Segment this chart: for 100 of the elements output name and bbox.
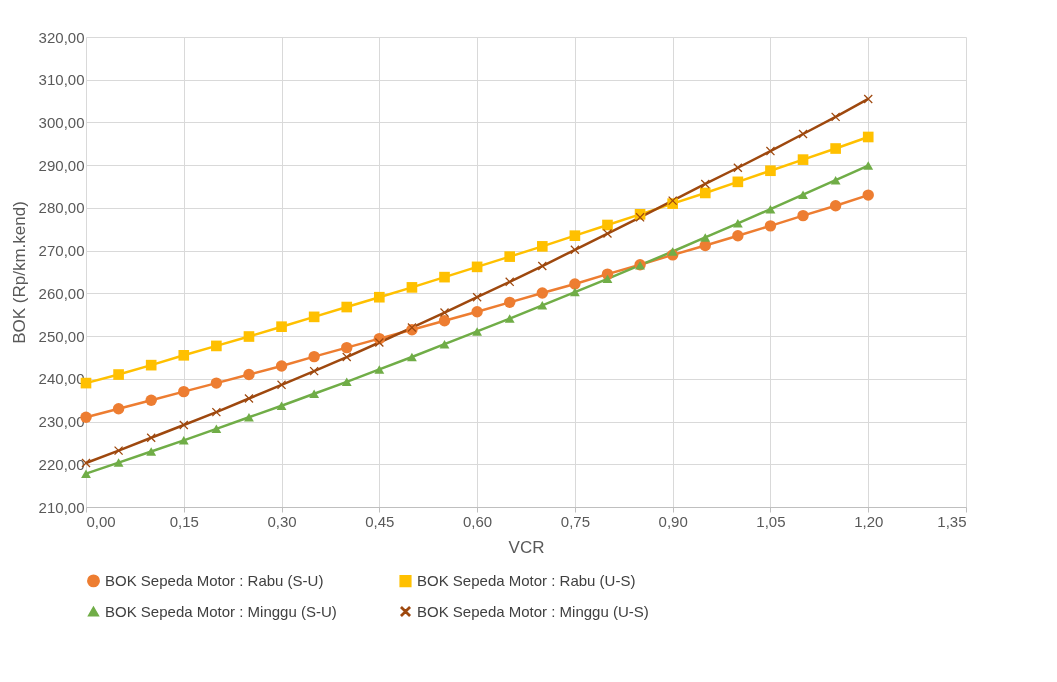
point	[439, 271, 450, 283]
point	[471, 306, 483, 318]
point	[797, 209, 809, 222]
point	[504, 314, 515, 323]
point	[374, 365, 385, 374]
point	[244, 413, 254, 422]
x-tick-label: 0,45	[365, 512, 395, 530]
point	[438, 315, 451, 327]
point	[764, 220, 777, 232]
point	[537, 261, 547, 271]
point	[374, 338, 384, 347]
point	[146, 447, 157, 456]
y-tick-label: 300,00	[38, 113, 85, 131]
point	[439, 339, 450, 349]
point	[113, 369, 124, 380]
point	[863, 94, 873, 104]
point	[275, 360, 288, 372]
y-tick-label: 210,00	[38, 498, 85, 516]
point	[178, 385, 190, 398]
point	[472, 327, 483, 336]
point	[570, 245, 580, 255]
point	[341, 341, 353, 354]
point	[831, 112, 841, 122]
point	[308, 350, 320, 363]
point	[732, 219, 743, 228]
point	[797, 154, 809, 165]
point	[667, 247, 678, 256]
point	[244, 394, 254, 403]
x-tick-label: 1,20	[854, 512, 884, 530]
point	[536, 241, 548, 252]
point	[862, 131, 874, 143]
point	[276, 321, 287, 333]
point	[765, 165, 776, 177]
y-tick-label: 290,00	[38, 156, 85, 174]
point	[341, 377, 352, 387]
point	[829, 200, 842, 212]
point	[342, 352, 352, 362]
point	[862, 189, 874, 201]
point	[406, 282, 418, 293]
point	[537, 301, 548, 310]
point	[569, 230, 581, 241]
point	[179, 420, 189, 430]
point	[243, 331, 255, 342]
point	[536, 287, 548, 299]
point	[374, 291, 385, 303]
x-tick-label: 0,60	[463, 512, 493, 530]
point	[341, 301, 353, 313]
x-tick-label: 1,35	[937, 512, 967, 530]
x-tick-label: 0,75	[560, 512, 590, 530]
point	[145, 359, 157, 371]
point	[211, 340, 222, 352]
point	[732, 229, 744, 242]
legend-label: BOK Sepeda Motor : Rabu (S-U)	[105, 571, 324, 589]
point	[798, 190, 808, 199]
point	[700, 233, 711, 242]
legend-label: BOK Sepeda Motor : Rabu (U-S)	[417, 572, 636, 590]
point	[277, 380, 287, 390]
legend-label: BOK Sepeda Motor : Minggu (U-S)	[417, 602, 649, 620]
y-axis-title: BOK (Rp/km.kend)	[9, 201, 29, 344]
y-tick-label: 230,00	[38, 413, 85, 431]
x-tick-label: 0,00	[86, 512, 116, 530]
point	[211, 407, 221, 417]
point	[602, 219, 613, 231]
point	[569, 287, 580, 297]
point	[243, 368, 255, 381]
x-tick-label: 0,90	[658, 512, 688, 530]
point	[700, 179, 710, 189]
legend-label: BOK Sepeda Motor : Minggu (S-U)	[105, 602, 337, 620]
point	[309, 389, 320, 399]
point	[733, 163, 743, 173]
point	[830, 175, 841, 185]
point	[178, 436, 189, 445]
y-tick-label: 250,00	[38, 327, 85, 345]
y-tick-label: 320,00	[38, 28, 85, 46]
point	[210, 377, 223, 389]
point	[569, 278, 581, 290]
y-tick-label: 270,00	[38, 242, 85, 260]
point	[602, 274, 613, 284]
point	[504, 251, 516, 262]
point	[765, 146, 775, 156]
x-tick-label: 1,05	[756, 512, 786, 530]
point	[407, 352, 417, 362]
point	[276, 401, 287, 410]
x-tick-label: 0,15	[169, 512, 199, 530]
y-tick-label: 280,00	[38, 199, 85, 217]
point	[178, 350, 190, 361]
point	[112, 403, 125, 415]
point	[211, 424, 222, 434]
point	[504, 296, 516, 309]
point	[505, 277, 515, 287]
y-tick-label: 310,00	[38, 71, 85, 89]
point	[863, 161, 874, 170]
point	[699, 187, 711, 199]
y-tick-label: 220,00	[38, 455, 85, 473]
point	[830, 143, 841, 154]
y-tick-label: 260,00	[38, 284, 85, 302]
point	[113, 458, 124, 467]
x-tick-label: 0,30	[267, 512, 297, 530]
x-axis-title: VCR	[508, 537, 545, 557]
point	[145, 394, 157, 406]
